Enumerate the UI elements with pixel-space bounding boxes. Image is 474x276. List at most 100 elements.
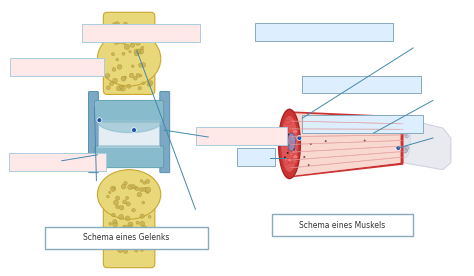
Circle shape (106, 25, 110, 30)
Circle shape (141, 46, 144, 50)
Ellipse shape (282, 143, 286, 146)
Circle shape (130, 41, 133, 44)
Ellipse shape (283, 161, 288, 164)
Circle shape (111, 53, 115, 56)
Circle shape (128, 185, 133, 190)
Circle shape (143, 36, 146, 39)
Circle shape (113, 22, 116, 26)
Circle shape (146, 179, 150, 184)
FancyBboxPatch shape (9, 153, 106, 171)
FancyBboxPatch shape (272, 214, 413, 236)
Circle shape (308, 164, 310, 166)
Circle shape (116, 205, 119, 209)
Circle shape (404, 130, 408, 133)
Circle shape (113, 187, 115, 189)
Circle shape (327, 123, 329, 124)
Circle shape (134, 49, 139, 54)
Circle shape (139, 33, 143, 37)
Ellipse shape (293, 155, 298, 159)
FancyBboxPatch shape (196, 127, 288, 145)
FancyBboxPatch shape (160, 91, 170, 173)
Ellipse shape (290, 136, 296, 141)
FancyBboxPatch shape (45, 227, 208, 249)
Ellipse shape (292, 129, 298, 134)
Ellipse shape (281, 128, 286, 133)
Ellipse shape (98, 170, 161, 219)
Circle shape (138, 63, 143, 67)
Text: Schema eines Gelenks: Schema eines Gelenks (83, 233, 170, 243)
Circle shape (134, 186, 137, 189)
Circle shape (126, 197, 128, 200)
Ellipse shape (284, 140, 289, 144)
Circle shape (329, 123, 331, 125)
Circle shape (143, 181, 146, 184)
Circle shape (107, 195, 109, 198)
Circle shape (143, 187, 147, 192)
Circle shape (144, 244, 148, 248)
Circle shape (123, 22, 128, 26)
Circle shape (405, 146, 409, 150)
Circle shape (129, 51, 131, 53)
Circle shape (113, 78, 118, 83)
Circle shape (303, 156, 305, 158)
Circle shape (139, 74, 142, 77)
FancyBboxPatch shape (302, 76, 421, 94)
Circle shape (112, 68, 116, 71)
Circle shape (135, 40, 140, 45)
Circle shape (121, 184, 126, 189)
Circle shape (337, 123, 339, 124)
Circle shape (137, 192, 142, 197)
FancyBboxPatch shape (103, 181, 155, 268)
Circle shape (130, 43, 135, 47)
Circle shape (297, 136, 302, 140)
Circle shape (116, 196, 120, 200)
Circle shape (119, 205, 124, 210)
Ellipse shape (283, 127, 289, 131)
FancyBboxPatch shape (82, 24, 201, 42)
Circle shape (123, 200, 127, 204)
Circle shape (396, 145, 401, 150)
Circle shape (111, 213, 115, 217)
Circle shape (128, 222, 133, 227)
Circle shape (113, 200, 118, 205)
Circle shape (140, 230, 145, 235)
Circle shape (131, 184, 135, 189)
Circle shape (129, 26, 134, 31)
Ellipse shape (289, 143, 293, 146)
Circle shape (127, 84, 131, 88)
Polygon shape (290, 111, 403, 177)
Circle shape (139, 187, 143, 192)
Ellipse shape (288, 133, 295, 151)
Circle shape (403, 132, 406, 136)
Circle shape (139, 25, 143, 29)
Circle shape (142, 237, 145, 240)
Circle shape (105, 73, 110, 78)
Circle shape (131, 228, 135, 232)
Circle shape (135, 25, 140, 30)
Circle shape (118, 39, 122, 44)
Ellipse shape (285, 120, 291, 124)
Circle shape (404, 149, 407, 152)
Circle shape (135, 187, 139, 191)
Circle shape (284, 129, 286, 131)
Circle shape (126, 202, 130, 206)
Circle shape (134, 76, 137, 80)
Circle shape (134, 52, 138, 56)
Circle shape (123, 249, 128, 253)
Circle shape (310, 143, 312, 145)
FancyBboxPatch shape (10, 58, 104, 76)
Circle shape (117, 65, 122, 69)
Ellipse shape (292, 148, 297, 152)
Circle shape (107, 30, 111, 34)
Circle shape (135, 249, 138, 252)
Circle shape (140, 248, 144, 251)
Ellipse shape (98, 31, 161, 86)
FancyBboxPatch shape (94, 146, 164, 168)
Circle shape (126, 38, 130, 41)
Circle shape (132, 128, 137, 132)
Circle shape (142, 82, 145, 85)
Circle shape (116, 58, 118, 61)
Circle shape (130, 30, 136, 36)
Circle shape (293, 148, 295, 150)
Circle shape (122, 225, 126, 229)
